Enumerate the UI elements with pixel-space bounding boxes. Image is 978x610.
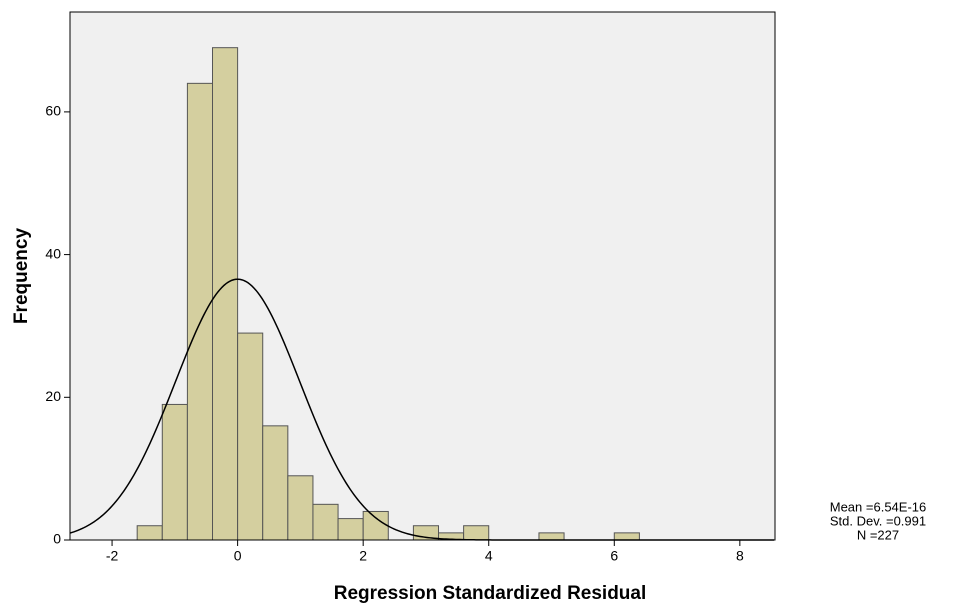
- chart: Regression Standardized Residual Frequen…: [0, 0, 978, 610]
- y-axis-label: Frequency: [11, 228, 32, 325]
- y-tick-label: 20: [45, 388, 61, 404]
- x-tick-label: 2: [359, 548, 367, 564]
- bar: [614, 533, 639, 540]
- page: Regression Standardized Residual Frequen…: [0, 0, 978, 610]
- bar: [539, 533, 564, 540]
- bar: [162, 404, 187, 540]
- y-tick-label: 0: [53, 531, 61, 547]
- bar: [338, 519, 363, 540]
- x-tick-label: 6: [610, 548, 618, 564]
- x-axis-label: Regression Standardized Residual: [334, 583, 647, 604]
- bar: [288, 476, 313, 540]
- bar: [238, 333, 263, 540]
- bar: [464, 526, 489, 540]
- y-tick-label: 40: [45, 245, 61, 261]
- x-tick-label: 4: [485, 548, 493, 564]
- bar: [363, 511, 388, 540]
- stat-label: Std. Dev. =0.991: [830, 513, 926, 528]
- stat-label: N =227: [857, 527, 899, 542]
- bar: [263, 426, 288, 540]
- bar: [137, 526, 162, 540]
- x-tick-label: 0: [234, 548, 242, 564]
- bar: [313, 504, 338, 540]
- stat-label: Mean =6.54E-16: [830, 499, 926, 514]
- bar: [187, 83, 212, 540]
- x-tick-label: 8: [736, 548, 744, 564]
- y-tick-label: 60: [45, 103, 61, 119]
- x-tick-label: -2: [106, 548, 119, 564]
